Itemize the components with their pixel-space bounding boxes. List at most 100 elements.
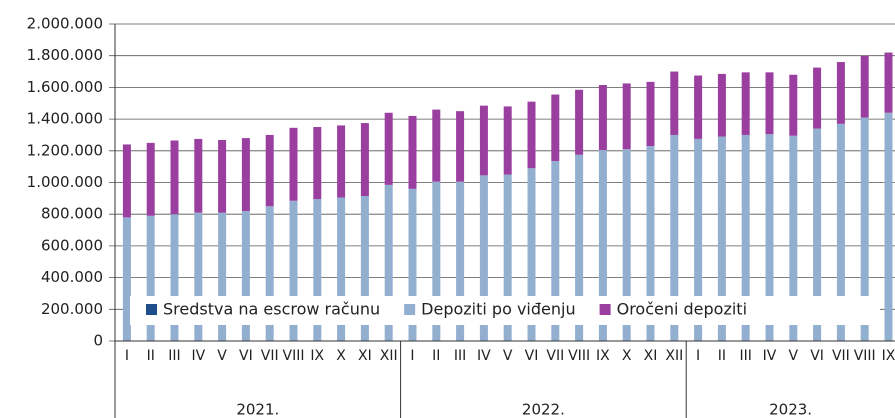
bar-segment (670, 134, 679, 341)
x-tick-label: X (622, 348, 632, 364)
bar-segment (456, 181, 465, 341)
x-tick-label: IX (310, 348, 324, 364)
y-tick-label: 1.400.000 (27, 110, 103, 128)
x-tick-label: VII (832, 348, 850, 364)
bar-segment (527, 168, 536, 341)
x-tick-label: XI (644, 348, 658, 364)
bar-segment (122, 217, 131, 341)
bar-segment (741, 72, 750, 135)
bar-segment (432, 109, 441, 182)
bar-segment (289, 200, 298, 341)
bar-segment (670, 71, 679, 135)
x-tick-label: I (410, 348, 414, 364)
legend-swatch (146, 304, 157, 315)
bar-segment (146, 142, 155, 216)
bar-segment (408, 188, 417, 341)
y-tick-label: 400.000 (41, 268, 103, 286)
x-tick-label: V (789, 348, 799, 364)
x-tick-label: V (217, 348, 227, 364)
x-tick-label: IV (191, 348, 205, 364)
bar-segment (765, 134, 774, 341)
x-tick-label: XII (665, 348, 683, 364)
bar-segment (384, 184, 393, 341)
y-tick-label: 600.000 (41, 236, 103, 254)
x-tick-label: VIII (283, 348, 305, 364)
legend-label: Depoziti po viđenju (421, 300, 575, 319)
bar-segment (337, 125, 346, 198)
x-tick-label: III (168, 348, 180, 364)
bar-segment (313, 199, 322, 341)
bar-segment (884, 52, 893, 113)
y-tick-label: 1.000.000 (27, 173, 103, 191)
bar-segment (836, 62, 845, 124)
x-tick-label: VIII (854, 348, 876, 364)
bar-segment (789, 135, 798, 341)
bar-segment (384, 112, 393, 185)
legend-box (130, 296, 880, 325)
bar-segment (170, 140, 179, 215)
bar-segment (551, 161, 560, 341)
x-tick-label: IX (596, 348, 610, 364)
y-tick-label: 1.600.000 (27, 78, 103, 96)
bar-segment (218, 212, 227, 341)
bar-segment (598, 150, 607, 341)
x-tick-label: VIII (568, 348, 590, 364)
bar-segment (241, 211, 250, 341)
bar-segment (836, 123, 845, 341)
bar-segment (717, 73, 726, 137)
group-label: 2021. (236, 401, 279, 418)
bar-segment (622, 83, 631, 150)
bar-segment (479, 175, 488, 341)
y-tick-label: 800.000 (41, 205, 103, 223)
bar-segment (813, 67, 822, 129)
bar-segment (194, 138, 203, 213)
x-tick-label: X (336, 348, 346, 364)
bar-segment (146, 215, 155, 341)
legend-label: Oročeni depoziti (617, 300, 747, 319)
bar-segment (789, 74, 798, 136)
x-tick-label: VII (261, 348, 279, 364)
bar-segment (622, 149, 631, 341)
legend-swatch (404, 304, 416, 315)
x-tick-label: VII (546, 348, 564, 364)
y-tick-label: 0 (93, 332, 103, 350)
bar-segment (194, 212, 203, 341)
bar-segment (313, 127, 322, 200)
bar-segment (360, 123, 369, 196)
x-tick-label: I (125, 348, 129, 364)
bar-segment (265, 206, 274, 341)
y-tick-label: 2.000.000 (27, 15, 103, 33)
x-tick-label: IX (882, 348, 895, 364)
x-tick-label: VI (239, 348, 253, 364)
bar-segment (265, 134, 274, 207)
group-label: 2022. (522, 401, 565, 418)
bar-segment (646, 146, 655, 341)
y-tick-label: 1.200.000 (27, 141, 103, 159)
x-tick-label: XI (358, 348, 372, 364)
bar-segment (860, 117, 869, 341)
y-tick-label: 200.000 (41, 300, 103, 318)
x-tick-label: IV (477, 348, 491, 364)
bar-segment (408, 115, 417, 189)
x-tick-label: I (696, 348, 700, 364)
x-tick-label: III (740, 348, 752, 364)
bar-segment (741, 134, 750, 341)
bar-segment (337, 197, 346, 341)
bar-segment (717, 136, 726, 341)
x-tick-label: VI (810, 348, 824, 364)
bar-segment (503, 174, 512, 341)
bar-segment (575, 89, 584, 155)
x-tick-label: II (147, 348, 155, 364)
legend-label: Sredstva na escrow računu (163, 300, 380, 319)
x-tick-label: III (454, 348, 466, 364)
bar-segment (170, 214, 179, 341)
group-label: 2023. (769, 401, 812, 418)
bar-segment (122, 144, 131, 218)
x-tick-label: II (432, 348, 440, 364)
bar-segment (527, 101, 536, 169)
bar-segment (241, 138, 250, 212)
bar-segment (813, 128, 822, 341)
bar-segment (360, 195, 369, 341)
bar-segment (503, 106, 512, 175)
